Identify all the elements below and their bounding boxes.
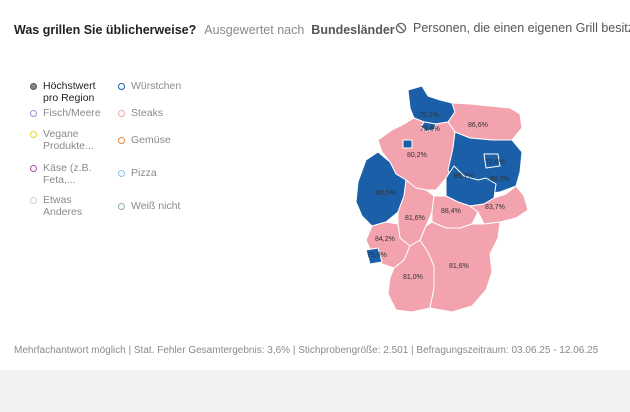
- label-schleswig-holstein: 75,2%: [419, 112, 439, 119]
- legend-label: Würstchen: [131, 80, 182, 92]
- region-sachsen[interactable]: [469, 185, 529, 225]
- label-sachsen: 83,7%: [485, 204, 505, 211]
- label-hamburg: 73,6%: [420, 126, 440, 133]
- germany-map-svg: 75,2% 73,6% 86,6% 80,2% 72,6% 85,7% 88,3…: [355, 85, 529, 313]
- region-hamburg[interactable]: [420, 121, 437, 132]
- legend-label: Weiß nicht: [131, 200, 181, 212]
- question-title: Was grillen Sie üblicherweise?: [14, 23, 197, 37]
- label-nordrhein-westfalen: 80,5%: [376, 190, 396, 197]
- footer-note: Mehrfachantwort möglich | Stat. Fehler G…: [14, 345, 599, 356]
- region-bremen[interactable]: [402, 139, 413, 149]
- region-selector[interactable]: Bundesländer: [311, 23, 395, 37]
- label-rheinland-pfalz: 84,2%: [375, 236, 395, 243]
- legend-dot: [30, 82, 37, 90]
- label-thueringen: 88,4%: [441, 208, 461, 215]
- legend-item-wuerstchen[interactable]: Würstchen: [118, 80, 221, 92]
- legend-label: Pizza: [131, 167, 157, 179]
- label-brandenburg: 85,7%: [454, 173, 474, 180]
- legend-dot: [30, 196, 37, 204]
- legend-label: Käse (z.B. Feta,...: [43, 162, 92, 186]
- legend-dot: [118, 109, 125, 117]
- legend-label: Steaks: [131, 107, 164, 119]
- region-berlin[interactable]: [483, 153, 501, 169]
- germany-map: 75,2% 73,6% 86,6% 80,2% 72,6% 85,7% 88,3…: [340, 80, 560, 320]
- legend-label: Vegane Produkte...: [43, 128, 94, 152]
- legend-item-hoechstwert[interactable]: Höchstwert pro Region: [30, 80, 103, 104]
- label-sachsen-anhalt: 88,3%: [490, 176, 510, 183]
- label-hessen: 81,6%: [405, 215, 425, 222]
- legend-item-weiss-nicht[interactable]: Weiß nicht: [118, 200, 221, 212]
- header: Was grillen Sie üblicherweise? Ausgewert…: [14, 21, 630, 39]
- legend-dot: [118, 136, 125, 144]
- region-saarland[interactable]: [365, 247, 383, 265]
- legend-dot: [118, 169, 125, 177]
- label-bayern: 81,6%: [449, 263, 469, 270]
- label-berlin: 72,6%: [485, 159, 505, 166]
- filter-label: Personen, die einen eigenen Grill besitz…: [413, 21, 630, 35]
- filter-badge[interactable]: Personen, die einen eigenen Grill besitz…: [395, 21, 630, 35]
- legend-dot: [30, 130, 37, 138]
- label-mecklenburg-vorpommern: 86,6%: [468, 122, 488, 129]
- label-baden-wuerttemberg: 81,0%: [403, 274, 423, 281]
- evaluated-by-label: Ausgewertet nach: [204, 23, 305, 37]
- label-saarland: 75,8%: [367, 252, 387, 259]
- filter-circle-icon: [395, 22, 407, 34]
- legend-label: Etwas Anderes: [43, 194, 83, 218]
- legend-item-anderes[interactable]: Etwas Anderes: [30, 194, 103, 218]
- legend-item-vegan[interactable]: Vegane Produkte...: [30, 128, 103, 152]
- legend-item-gemuese[interactable]: Gemüse: [118, 134, 221, 146]
- legend-label: Fisch/Meere: [43, 107, 101, 119]
- legend-label: Gemüse: [131, 134, 171, 146]
- label-niedersachsen: 80,2%: [407, 152, 427, 159]
- legend-label: Höchstwert pro Region: [43, 80, 96, 104]
- legend-item-kaese[interactable]: Käse (z.B. Feta,...: [30, 162, 103, 186]
- legend: Höchstwert pro Region Würstchen Fisch/Me…: [30, 80, 220, 230]
- legend-item-fisch[interactable]: Fisch/Meere: [30, 107, 103, 119]
- legend-dot: [30, 164, 37, 172]
- legend-dot: [30, 109, 37, 117]
- legend-dot: [118, 202, 125, 210]
- survey-card: Was grillen Sie üblicherweise? Ausgewert…: [0, 0, 630, 370]
- legend-dot: [118, 82, 125, 90]
- legend-item-steaks[interactable]: Steaks: [118, 107, 221, 119]
- region-bayern[interactable]: [419, 221, 501, 313]
- legend-item-pizza[interactable]: Pizza: [118, 167, 221, 179]
